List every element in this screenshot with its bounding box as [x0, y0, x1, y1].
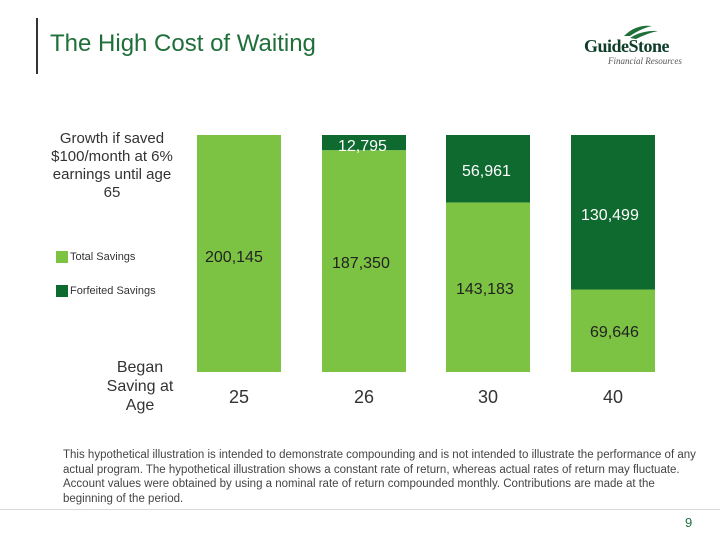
- logo-subtitle: Financial Resources: [608, 56, 682, 66]
- logo-leaf-icon: [624, 25, 658, 39]
- data-label-total-40: 69,646: [590, 324, 639, 341]
- chart-legend: Total Savings Forfeited Savings: [56, 250, 186, 318]
- x-tick-label-30: 30: [478, 387, 498, 407]
- title-divider: [36, 18, 38, 74]
- legend-swatch-forfeited-savings: [56, 285, 68, 297]
- logo-wordmark: GuideStone: [584, 36, 670, 56]
- x-tick-label-26: 26: [354, 387, 374, 407]
- legend-label-forfeited-savings: Forfeited Savings: [70, 285, 156, 297]
- page-number: 9: [685, 515, 693, 530]
- data-label-forfeited-26: 12,795: [338, 138, 387, 155]
- footer-divider: [0, 509, 720, 510]
- x-axis-label: Began Saving at Age: [106, 359, 174, 414]
- bar-forfeited-savings-30: [446, 135, 530, 203]
- growth-label: Growth if saved $100/month at 6% earning…: [51, 130, 173, 201]
- legend-label-total-savings: Total Savings: [70, 251, 136, 263]
- data-label-forfeited-40: 130,499: [581, 207, 639, 224]
- data-label-total-30: 143,183: [456, 281, 514, 298]
- data-label-forfeited-30: 56,961: [462, 163, 511, 180]
- legend-swatch-total-savings: [56, 251, 68, 263]
- guidestone-logo: GuideStone Financial Resources: [584, 22, 694, 66]
- bar-total-savings-40: [571, 289, 655, 372]
- x-tick-label-40: 40: [603, 387, 623, 407]
- x-tick-label-25: 25: [229, 387, 249, 407]
- bar-total-savings-25: [197, 135, 281, 372]
- data-label-total-25: 200,145: [205, 249, 263, 266]
- bar-forfeited-savings-40: [571, 135, 655, 290]
- page-title: The High Cost of Waiting: [50, 30, 316, 57]
- disclaimer-footnote: This hypothetical illustration is intend…: [63, 449, 696, 505]
- bar-total-savings-30: [446, 202, 530, 372]
- legend-item-total-savings: Total Savings: [56, 250, 186, 270]
- legend-item-forfeited-savings: Forfeited Savings: [56, 284, 186, 304]
- bar-total-savings-26: [322, 150, 406, 372]
- data-label-total-26: 187,350: [332, 255, 390, 272]
- bar-forfeited-savings-26: [322, 135, 406, 151]
